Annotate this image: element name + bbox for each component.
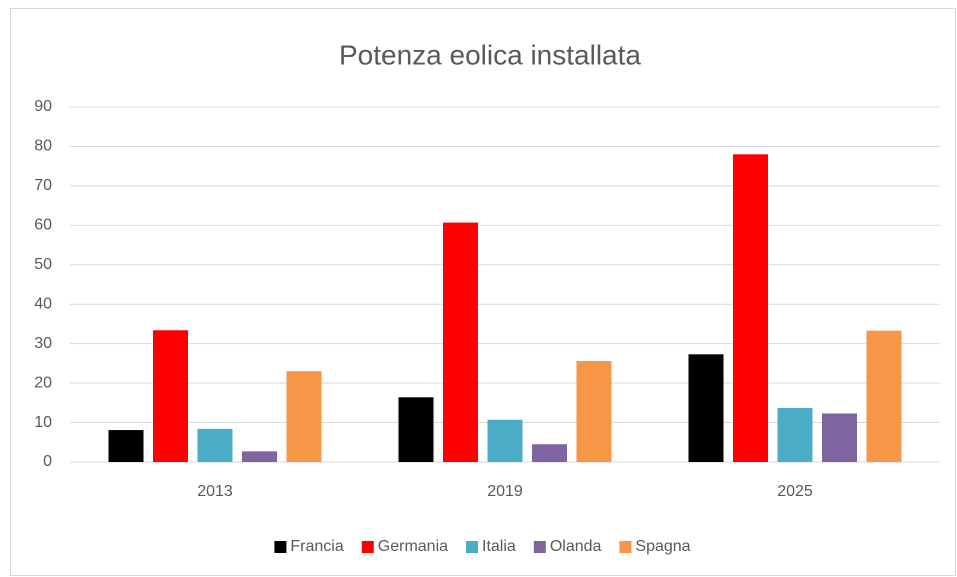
bar bbox=[822, 413, 857, 462]
bar bbox=[197, 428, 233, 462]
y-tick-label: 0 bbox=[43, 453, 52, 470]
bar bbox=[733, 154, 768, 463]
legend-swatch bbox=[533, 541, 546, 553]
x-tick-label: 2025 bbox=[777, 483, 813, 500]
legend-label: Germania bbox=[378, 538, 448, 555]
bar bbox=[866, 330, 902, 462]
legend-swatch bbox=[274, 541, 287, 553]
legend-swatch bbox=[361, 541, 374, 553]
bar bbox=[576, 361, 612, 462]
bar bbox=[532, 444, 567, 462]
chart-frame bbox=[10, 8, 956, 576]
bar bbox=[286, 371, 322, 462]
bar bbox=[242, 451, 277, 462]
y-tick-label: 40 bbox=[34, 295, 52, 312]
bar bbox=[443, 222, 478, 462]
x-tick-label: 2019 bbox=[487, 483, 523, 500]
y-tick-label: 20 bbox=[34, 374, 52, 391]
y-tick-label: 80 bbox=[34, 138, 52, 155]
legend-label: Olanda bbox=[550, 538, 602, 555]
y-tick-label: 60 bbox=[34, 217, 52, 234]
bar bbox=[688, 354, 724, 462]
x-tick-label: 2013 bbox=[197, 483, 233, 500]
y-tick-label: 90 bbox=[34, 98, 52, 115]
y-tick-label: 30 bbox=[34, 335, 52, 352]
legend-label: Francia bbox=[290, 538, 343, 555]
y-tick-label: 10 bbox=[34, 414, 52, 431]
legend-label: Italia bbox=[482, 538, 516, 555]
bar bbox=[487, 419, 523, 462]
legend-swatch bbox=[466, 541, 479, 553]
bar bbox=[398, 397, 434, 462]
y-tick-label: 70 bbox=[34, 177, 52, 194]
chart-title: Potenza eolica installata bbox=[339, 39, 641, 70]
legend-label: Spagna bbox=[635, 538, 690, 555]
bar bbox=[153, 330, 188, 462]
bar bbox=[108, 430, 144, 462]
legend-swatch bbox=[619, 541, 632, 553]
bar bbox=[777, 407, 813, 462]
y-tick-label: 50 bbox=[34, 256, 52, 273]
